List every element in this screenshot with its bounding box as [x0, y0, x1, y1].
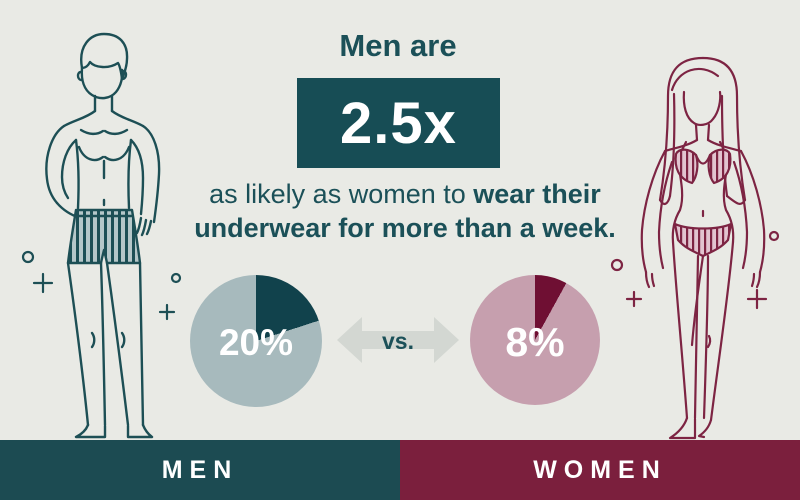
- man-head: [76, 32, 129, 100]
- footer-bar: MEN WOMEN: [0, 440, 800, 500]
- women-percent-label: 8%: [505, 318, 565, 365]
- headline-prefix: Men are: [339, 28, 457, 63]
- man-boxer-shorts: [66, 208, 142, 265]
- woman-panties: [673, 222, 733, 258]
- footer-men-label: MEN: [161, 455, 239, 484]
- men-percent-label: 20%: [218, 322, 294, 363]
- woman-illustration: [610, 56, 780, 440]
- multiplier-value: 2.5x: [340, 90, 457, 156]
- footer-women-section: WOMEN: [400, 440, 800, 500]
- decorative-sparkle-icons-men: [21, 250, 182, 321]
- woman-head-hair: [658, 56, 747, 206]
- vs-arrow-icon: vs.: [337, 317, 459, 363]
- headline-subtext: as likely as women to wear their underwe…: [150, 177, 660, 245]
- subtext-regular: as likely as women to: [209, 179, 474, 209]
- woman-legs: [668, 240, 735, 440]
- man-illustration: [21, 32, 182, 439]
- women-pie-chart: 8%: [470, 275, 600, 405]
- men-pie-chart: 20%: [190, 275, 322, 407]
- decorative-sparkle-icons-women: [610, 230, 780, 310]
- footer-women-label: WOMEN: [533, 455, 667, 484]
- multiplier-box: 2.5x: [297, 78, 500, 168]
- subtext-bold-line1: wear their: [473, 179, 601, 209]
- woman-bra: [674, 140, 732, 185]
- man-legs: [66, 261, 154, 439]
- woman-body: [640, 123, 766, 289]
- subtext-bold-line2: underwear for more than a week.: [194, 213, 616, 243]
- footer-men-section: MEN: [0, 440, 400, 500]
- vs-label: vs.: [382, 328, 414, 354]
